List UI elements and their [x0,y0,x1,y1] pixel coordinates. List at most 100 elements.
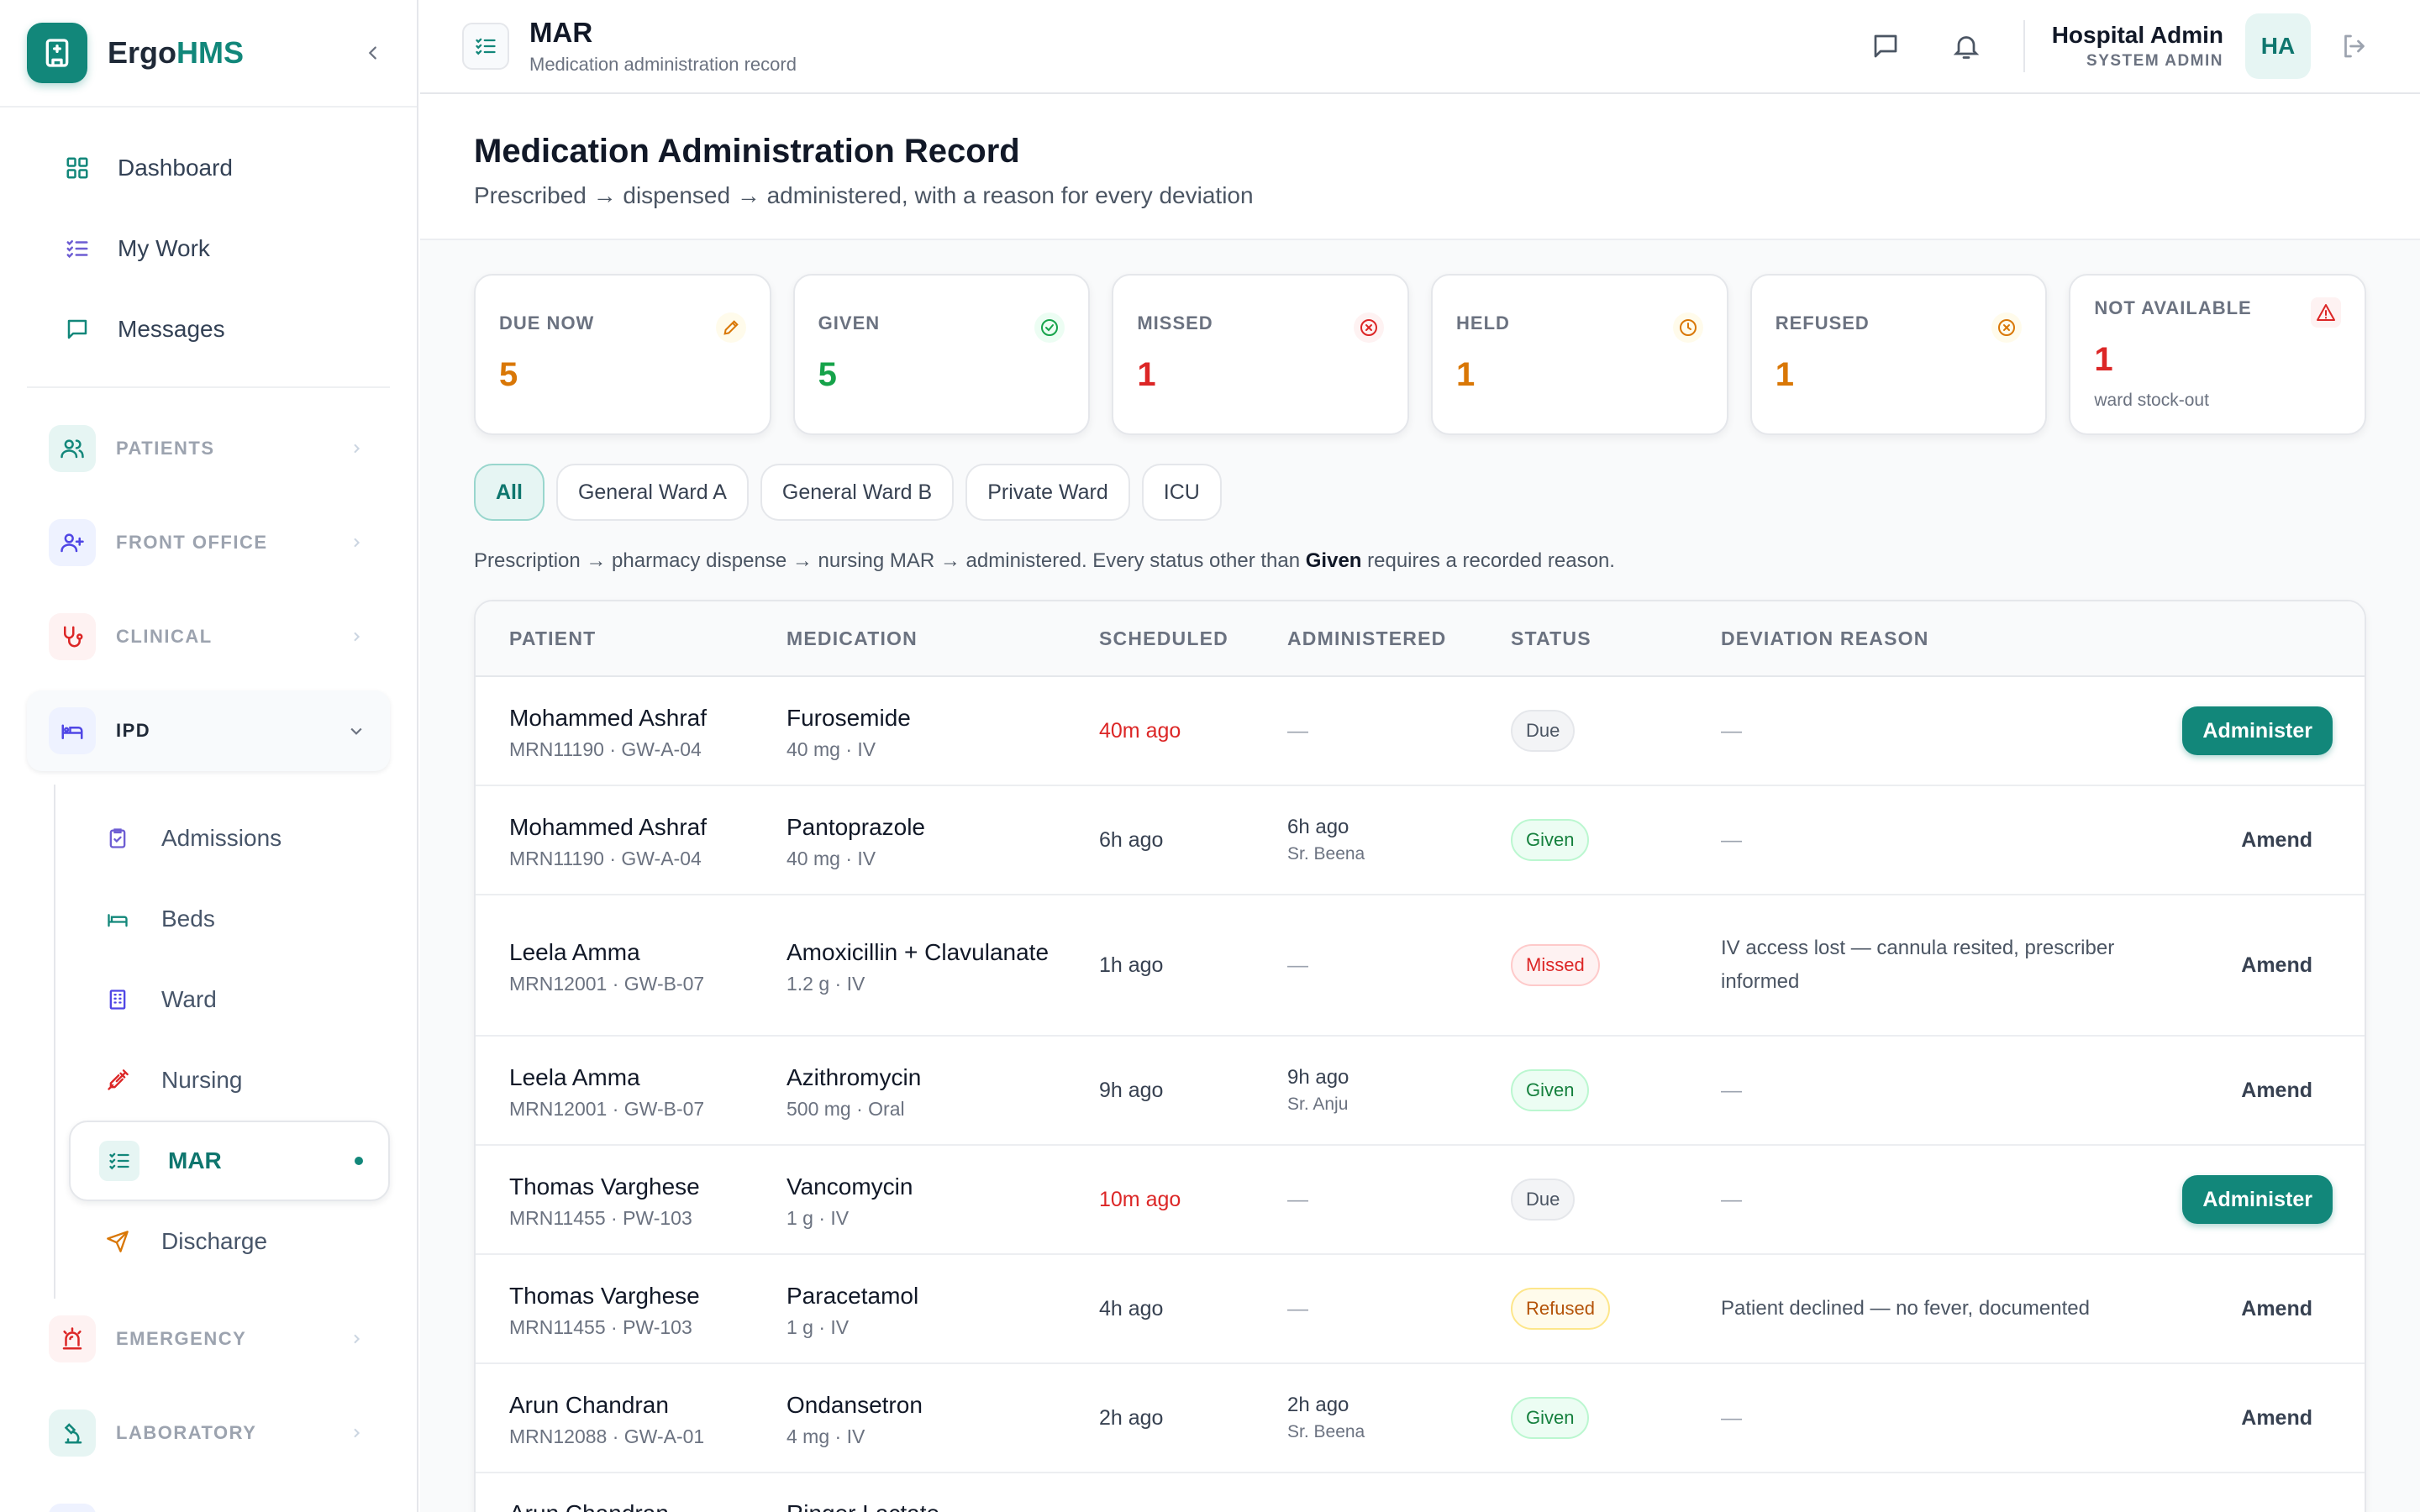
nav-dashboard[interactable]: Dashboard [27,128,390,208]
nav-messages-label: Messages [118,316,225,342]
table-row[interactable]: Leela Amma MRN12001 · GW-B-07 Amoxicillin… [476,895,2365,1037]
section-front-office[interactable]: FRONT OFFICE [27,502,390,583]
deviation-reason: — [1721,1187,1742,1211]
status-badge: Due [1511,1179,1576,1221]
messages-button[interactable] [1862,23,1909,70]
table-row[interactable]: Mohammed Ashraf MRN11190 · GW-A-04 Pantop… [476,786,2365,895]
stat-cards: DUE NOW 5 GIVEN 5 MISSED 1 HELD 1 REFUSE… [474,274,2367,435]
sidebar-item-beds[interactable]: Beds [69,879,390,959]
column-header-scheduled[interactable]: SCHEDULED [1099,627,1228,649]
administered-time: — [1287,1187,1308,1211]
section-clinical-label: CLINICAL [116,626,213,647]
patient-name: Leela Amma [509,1063,640,1090]
sidebar-item-discharge[interactable]: Discharge [69,1201,390,1282]
deviation-reason: — [1721,1078,1742,1102]
stat-card-not-available[interactable]: NOT AVAILABLE 1 ward stock-out [2069,274,2367,435]
section-patients[interactable]: PATIENTS [27,408,390,489]
administered-by: Sr. Anju [1287,1095,1349,1114]
sidebar-item-nursing[interactable]: Nursing [69,1040,390,1121]
section-clinical[interactable]: CLINICAL [27,596,390,677]
stat-label: MISSED [1137,312,1213,333]
amend-button[interactable]: Amend [2241,827,2312,852]
page-header: Medication Administration Record Prescri… [420,94,2420,240]
medication-dose: 40 mg · IV [786,738,876,760]
deviation-reason: Patient declined — no fever, documented [1721,1297,2090,1320]
top-bar: MAR Medication administration record Hos… [420,0,2420,94]
pencil-icon [715,312,746,343]
page-title: Medication Administration Record [474,133,1020,170]
nav-my-work-label: My Work [118,235,210,261]
clipboard-icon [103,823,133,853]
table-row[interactable]: Mohammed Ashraf MRN11190 · GW-A-04 Furose… [476,677,2365,786]
table-header: PATIENT MEDICATION SCHEDULED ADMINISTERE… [476,601,2365,677]
bed-icon [49,707,96,754]
deviation-reason: — [1721,827,1742,852]
notifications-button[interactable] [1943,23,1990,70]
column-header-patient[interactable]: PATIENT [509,627,597,649]
status-badge: Due [1511,710,1576,752]
sidebar-item-discharge-label: Discharge [161,1228,268,1254]
amend-button[interactable]: Amend [2241,953,2312,977]
stat-card-refused[interactable]: REFUSED 1 [1749,274,2048,435]
patient-name: Thomas Varghese [509,1173,700,1200]
deviation-reason: — [1721,1405,1742,1430]
sidebar-item-ward[interactable]: Ward [69,959,390,1040]
section-laboratory-label: LABORATORY [116,1422,257,1443]
topbar-divider [2023,20,2025,72]
amend-button[interactable]: Amend [2241,1405,2312,1430]
stat-label: NOT AVAILABLE [2094,297,2252,318]
section-laboratory[interactable]: LABORATORY [27,1393,390,1473]
filter-general-ward-a[interactable]: General Ward A [555,464,749,521]
chevron-right-icon [346,627,366,647]
section-emergency[interactable]: EMERGENCY [27,1299,390,1379]
administered-time: 9h ago [1287,1066,1349,1089]
stat-card-due-now[interactable]: DUE NOW 5 [474,274,771,435]
amend-button[interactable]: Amend [2241,1296,2312,1320]
table-row[interactable]: Arun Chandran Ringer Lactate [476,1473,2365,1512]
section-emergency-label: EMERGENCY [116,1328,247,1349]
table-row[interactable]: Leela Amma MRN12001 · GW-B-07 Azithromyci… [476,1037,2365,1146]
filter-icu[interactable]: ICU [1141,464,1222,521]
filter-all[interactable]: All [474,464,544,521]
nav-my-work[interactable]: My Work [27,208,390,289]
column-header-status[interactable]: STATUS [1511,627,1591,649]
checklist-icon [462,23,509,70]
nav-messages[interactable]: Messages [27,289,390,370]
avatar[interactable]: HA [2245,13,2311,79]
stat-card-missed[interactable]: MISSED 1 [1112,274,1410,435]
workflow-note: Prescription → pharmacy dispense → nursi… [474,549,1615,572]
ipd-submenu: Admissions Beds Ward Nursing MAR Dis [54,785,390,1299]
section-icon [49,1504,96,1512]
column-header-administered[interactable]: ADMINISTERED [1287,627,1447,649]
stat-label: HELD [1456,312,1510,333]
main-content: Medication Administration Record Prescri… [420,94,2420,1512]
filter-private-ward[interactable]: Private Ward [965,464,1130,521]
user-plus-icon [49,519,96,566]
collapse-sidebar-button[interactable] [356,36,390,70]
table-row[interactable]: Thomas Varghese MRN11455 · PW-103 Vancomy… [476,1146,2365,1255]
administer-button[interactable]: Administer [2182,706,2333,755]
column-header-medication[interactable]: MEDICATION [786,627,918,649]
stat-card-held[interactable]: HELD 1 [1431,274,1728,435]
section-next[interactable] [27,1487,390,1512]
logout-button[interactable] [2331,23,2378,70]
stat-card-given[interactable]: GIVEN 5 [792,274,1091,435]
sidebar-item-admissions[interactable]: Admissions [69,798,390,879]
active-indicator-dot [355,1157,363,1165]
sidebar-item-ward-label: Ward [161,986,217,1012]
stat-value: 1 [2094,341,2113,378]
filter-general-ward-b[interactable]: General Ward B [760,464,955,521]
section-ipd[interactable]: IPD [27,690,390,771]
administer-button[interactable]: Administer [2182,1175,2333,1224]
amend-button[interactable]: Amend [2241,1078,2312,1102]
table-row[interactable]: Arun Chandran MRN12088 · GW-A-01 Ondanset… [476,1364,2365,1473]
user-info: Hospital Admin SYSTEM ADMIN [2052,22,2223,71]
sidebar-item-mar[interactable]: MAR [69,1121,390,1201]
table-row[interactable]: Thomas Varghese MRN11455 · PW-103 Paracet… [476,1255,2365,1364]
patient-name: Arun Chandran [509,1497,786,1512]
chevron-right-icon [346,533,366,553]
column-header-deviation-reason[interactable]: DEVIATION REASON [1721,627,1929,649]
deviation-reason: — [1721,718,1742,743]
warning-triangle-icon [2311,297,2342,328]
user-role: SYSTEM ADMIN [2086,52,2223,70]
